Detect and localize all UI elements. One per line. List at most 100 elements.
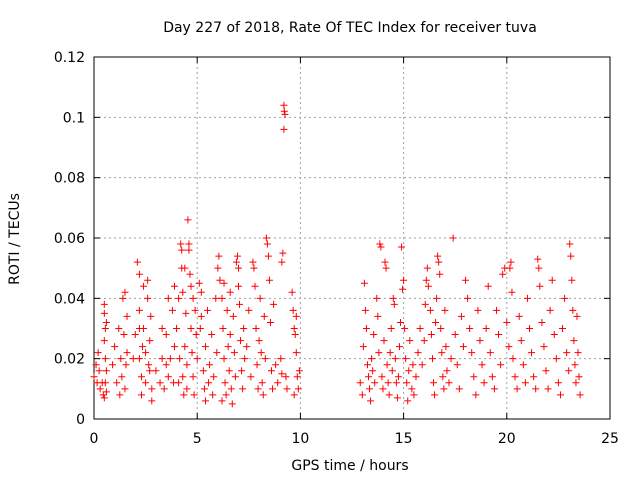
data-point (181, 343, 189, 351)
data-point (370, 331, 378, 339)
data-point (362, 325, 370, 332)
data-point (220, 279, 228, 287)
data-point (233, 252, 241, 260)
data-point (376, 240, 384, 248)
data-point (281, 110, 289, 118)
data-point (197, 312, 205, 320)
data-point (422, 276, 430, 284)
data-point (401, 325, 409, 332)
data-point (100, 337, 108, 345)
data-point (292, 312, 300, 320)
data-point (185, 240, 193, 248)
data-point (259, 391, 267, 399)
data-point (365, 373, 373, 381)
data-point (443, 367, 451, 375)
data-point (484, 282, 492, 290)
data-point (280, 107, 288, 115)
data-point (222, 391, 230, 399)
data-point (228, 400, 236, 408)
chart-title: Day 227 of 2018, Rate Of TEC Index for r… (163, 20, 537, 36)
data-point (197, 288, 205, 296)
data-point (499, 270, 507, 278)
data-point (182, 309, 190, 317)
data-point (133, 258, 141, 266)
data-point (266, 318, 274, 326)
data-point (377, 243, 385, 251)
data-point (424, 282, 432, 290)
data-point (260, 312, 268, 320)
data-point (519, 361, 527, 369)
data-point (392, 379, 400, 387)
y-tick-label: 0.06 (54, 231, 85, 247)
data-point (430, 379, 438, 387)
data-point (181, 264, 189, 272)
data-point (356, 379, 364, 387)
data-point (152, 367, 160, 375)
y-tick-label: 0.04 (54, 291, 85, 307)
x-tick-label: 20 (498, 431, 516, 447)
data-point (236, 300, 244, 308)
data-point (274, 379, 282, 387)
data-point (101, 379, 109, 387)
data-point (156, 379, 164, 387)
data-point (144, 276, 152, 284)
data-point (505, 343, 513, 351)
data-point (476, 337, 484, 345)
data-point (576, 391, 584, 399)
data-point (241, 355, 249, 363)
data-point (409, 361, 417, 369)
data-point (264, 252, 272, 260)
y-tick-label: 0.12 (54, 50, 85, 66)
data-point (209, 391, 217, 399)
data-point (196, 325, 204, 332)
data-point (190, 391, 198, 399)
data-point (168, 306, 176, 314)
data-point (535, 264, 543, 272)
data-point (170, 282, 178, 290)
data-point (391, 355, 399, 363)
data-point (455, 385, 463, 393)
data-point (550, 331, 558, 339)
data-point (113, 379, 121, 387)
data-point (234, 282, 242, 290)
data-point (380, 337, 388, 345)
data-point (288, 288, 296, 296)
data-point (506, 264, 514, 272)
data-point (459, 343, 467, 351)
data-point (162, 361, 170, 369)
data-point (478, 361, 486, 369)
data-point (432, 318, 440, 326)
data-point (102, 318, 110, 326)
y-axis-label: ROTI / TECUs (7, 193, 23, 285)
data-point (100, 300, 108, 308)
data-point (252, 325, 260, 332)
data-point (528, 349, 536, 357)
data-point (102, 388, 110, 396)
data-point (129, 355, 137, 363)
data-point (223, 306, 231, 314)
data-point (554, 379, 562, 387)
data-point (140, 282, 148, 290)
data-point (166, 355, 174, 363)
data-point (117, 355, 125, 363)
data-point (164, 373, 172, 381)
data-point (428, 355, 436, 363)
data-point (183, 385, 191, 393)
data-point (445, 379, 453, 387)
data-point (102, 367, 110, 375)
data-point (542, 367, 550, 375)
data-point (100, 309, 108, 317)
data-point (253, 361, 261, 369)
data-point (567, 252, 575, 260)
data-point (218, 294, 226, 302)
data-point (295, 367, 303, 375)
data-point (131, 331, 139, 339)
data-point (546, 306, 554, 314)
data-point (101, 355, 109, 363)
data-point (521, 379, 529, 387)
data-point (497, 361, 505, 369)
y-tick-label: 0.1 (63, 110, 85, 126)
data-point (358, 391, 366, 399)
data-point (368, 355, 376, 363)
data-point (162, 331, 170, 339)
